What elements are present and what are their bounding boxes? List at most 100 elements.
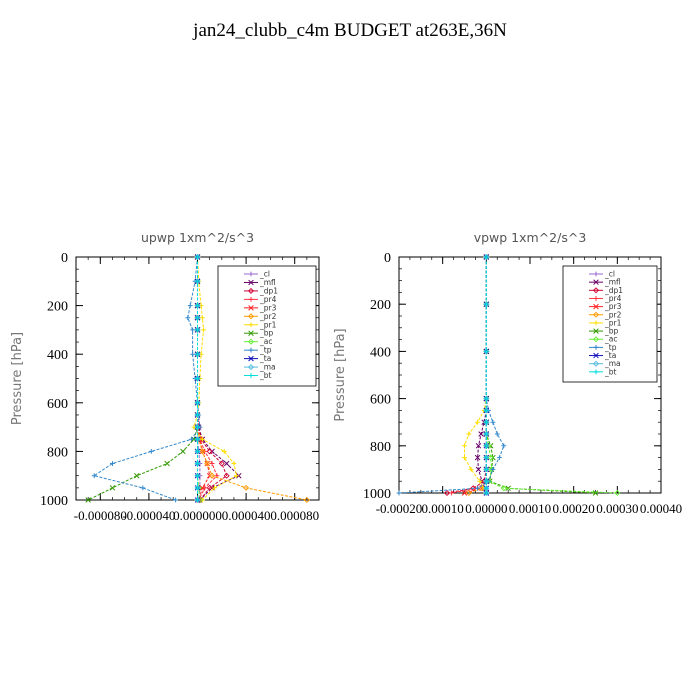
legend-label: _pr2	[604, 310, 622, 319]
y-tick-label: 600	[370, 393, 391, 408]
legend-marker	[247, 364, 255, 371]
y-tick-label: 800	[370, 440, 391, 455]
series-point-pr1	[212, 485, 217, 491]
series-point-pr2	[478, 485, 486, 492]
legend-marker	[247, 338, 255, 345]
series-point-mfl	[236, 472, 242, 479]
series-point-bt	[483, 443, 489, 449]
legend-label: _ma	[604, 359, 621, 368]
series-point-tp	[140, 485, 146, 491]
series-point-pr1	[199, 315, 205, 321]
legend-marker	[593, 344, 599, 350]
series-point-bt	[195, 400, 200, 406]
series-point-bt	[195, 327, 200, 333]
legend-label: _ma	[259, 363, 276, 372]
y-tick-label: 1000	[40, 494, 68, 509]
legend-marker	[592, 311, 600, 318]
series-point-bt	[483, 485, 489, 491]
series-point-bt	[195, 412, 200, 418]
series-line-tp	[92, 256, 201, 501]
series-point-bt	[483, 490, 489, 496]
series-point-tp	[173, 497, 179, 503]
legend-label: _cl	[604, 270, 615, 279]
series-point-pr1	[477, 478, 483, 484]
legend-label: _pr2	[259, 312, 277, 321]
x-tick-label: -0.00020	[376, 501, 423, 516]
series-point-mfl	[475, 443, 482, 449]
x-tick-label: -0.000080	[74, 508, 127, 523]
legend-label: _ac	[259, 337, 272, 346]
x-tick-label: 0.000080	[270, 508, 319, 523]
series-point-tp	[190, 327, 196, 333]
legend-label: _dp1	[604, 286, 623, 295]
series-point-bt	[195, 278, 200, 284]
panel-2: vpwp 1xm^2/s^3 Pressure [hPa] 0 200 400 600 80…	[333, 230, 682, 516]
legend-marker	[248, 271, 254, 277]
series-point-tp	[190, 351, 196, 357]
series-point-bt	[483, 396, 489, 401]
series-point-pr1	[468, 467, 474, 472]
series-point-mfl	[223, 460, 230, 467]
series-point-tp	[475, 485, 480, 491]
series-line-pr3	[464, 257, 487, 494]
legend-label: _ta	[604, 351, 616, 360]
legend: _cl_mfl_dp1_pr4_pr3_pr2_pr1_bp_ac_tp_ta_…	[562, 265, 658, 383]
x-tick-label: 0.00000	[465, 501, 507, 516]
series-point-tp	[185, 315, 191, 321]
series-point-bt	[195, 497, 200, 503]
series-point-mfl	[478, 431, 484, 437]
series-point-tp	[110, 461, 115, 466]
series-point-pr2	[243, 484, 250, 491]
series-line-pr1	[464, 257, 487, 494]
legend-marker	[593, 320, 599, 326]
legend-marker	[592, 360, 600, 367]
x-tick-label: 0.00040	[640, 501, 682, 516]
series-point-pr4	[209, 461, 215, 466]
y-tick-label: 400	[370, 345, 391, 360]
series-point-pr1	[475, 419, 480, 425]
series-point-bt	[483, 349, 489, 354]
x-tick-label: 0.000040	[222, 508, 271, 523]
series-point-bt	[483, 431, 489, 437]
legend-label: _tp	[604, 343, 617, 352]
legend-marker	[248, 347, 254, 353]
legend-label: _dp1	[259, 286, 278, 295]
x-tick-label: -0.000040	[122, 508, 175, 523]
series-point-dp1	[470, 485, 477, 492]
x-tick-label: 0.000000	[173, 508, 222, 523]
series-point-pr2	[465, 489, 472, 497]
legend-marker	[247, 313, 255, 320]
series-point-bt	[195, 315, 200, 321]
series-point-pr3	[461, 490, 468, 496]
series-point-bp	[133, 472, 140, 479]
series-point-tp	[494, 431, 500, 437]
series-point-dp1	[443, 489, 451, 497]
legend-box	[562, 265, 658, 383]
series-point-pr1	[199, 436, 205, 442]
series-point-bt	[483, 455, 489, 460]
x-tick-label: 0.00030	[596, 501, 638, 516]
legend-label: _mfl	[259, 278, 276, 287]
series-point-mfl	[474, 454, 481, 461]
series-point-mfl	[475, 466, 482, 473]
series-line-pr1	[193, 256, 237, 501]
legend-marker	[593, 279, 599, 285]
series-point-bt	[195, 461, 200, 466]
series-point-tp	[490, 419, 496, 425]
series-point-dp1	[206, 448, 213, 455]
y-axis-label: Pressure [hPa]	[10, 332, 25, 425]
legend-marker	[593, 369, 599, 375]
legend: _cl_mfl_dp1_pr4_pr3_pr2_pr1_bp_ac_tp_ta_…	[217, 265, 317, 387]
y-tick-label: 0	[384, 251, 391, 266]
legend-marker	[248, 330, 254, 336]
legend-marker	[248, 279, 254, 286]
series-point-bt	[195, 303, 200, 308]
series-point-tp	[501, 443, 507, 449]
series-point-bp	[164, 460, 170, 467]
series-point-bt	[483, 301, 489, 307]
legend-marker	[593, 303, 599, 310]
legend-marker	[593, 296, 599, 301]
series-point-pr4	[449, 490, 454, 496]
legend-marker	[592, 287, 600, 294]
series-point-pr1	[231, 461, 237, 466]
